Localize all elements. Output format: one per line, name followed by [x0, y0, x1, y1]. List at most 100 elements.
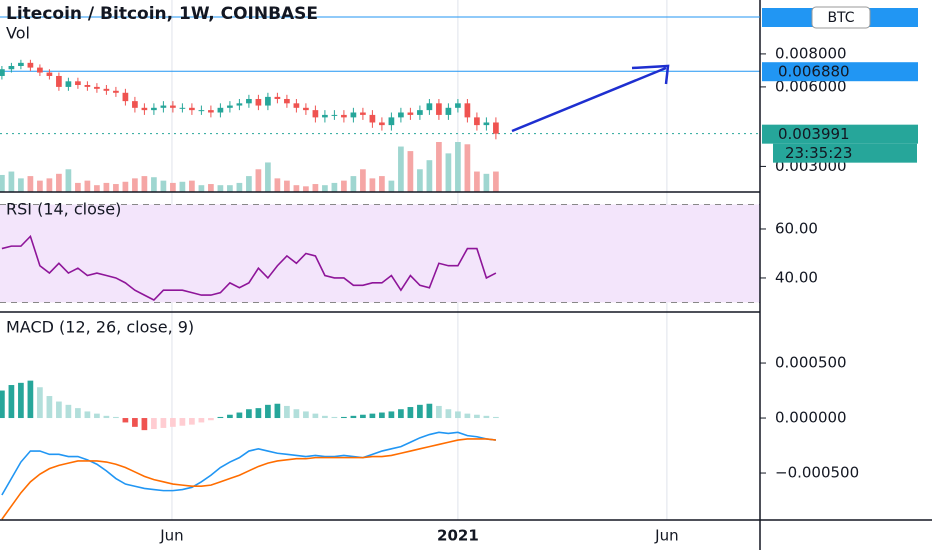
y-tick-label: 0.008000 — [775, 44, 847, 62]
candle-body — [398, 112, 404, 118]
candle-body — [46, 72, 53, 76]
volume-bar — [132, 178, 138, 192]
candle-body — [170, 105, 176, 108]
histogram-bar — [445, 409, 452, 419]
histogram-bar — [493, 416, 499, 419]
candle-body — [284, 98, 290, 104]
volume-bar — [208, 184, 214, 192]
chart-title: Litecoin / Bitcoin, 1W, COINBASE — [6, 4, 318, 24]
histogram-bar — [208, 418, 214, 421]
candle-body — [122, 92, 129, 102]
volume-bar — [189, 180, 195, 192]
volume-bar — [474, 171, 480, 192]
candle-body — [303, 107, 309, 111]
candle-body — [464, 103, 471, 118]
y-tick-label: −0.000500 — [775, 464, 859, 482]
volume-bar — [255, 169, 262, 192]
price-label-box — [762, 62, 918, 82]
histogram-bar — [179, 418, 186, 426]
histogram-bar — [189, 418, 195, 425]
rsi-band — [0, 204, 760, 303]
candle-body — [350, 112, 357, 118]
volume-bar — [426, 160, 433, 192]
candle-body — [360, 112, 366, 115]
histogram-bar — [331, 416, 338, 419]
volume-bar — [8, 171, 15, 192]
histogram-bar — [436, 405, 442, 419]
volume-bar — [350, 176, 357, 192]
volume-bar — [417, 169, 423, 192]
histogram-bar — [56, 401, 62, 419]
volume-bar — [341, 180, 347, 192]
volume-bar — [464, 144, 471, 192]
candle-body — [426, 103, 433, 111]
y-tick-label: 0.006000 — [775, 77, 847, 95]
candle-body — [75, 81, 81, 86]
volume-bar — [265, 162, 271, 192]
candle-body — [379, 122, 385, 126]
arrow-line — [511, 66, 667, 133]
histogram-bar — [246, 409, 252, 419]
volume-bar — [284, 180, 290, 192]
histogram-bar — [94, 413, 100, 419]
rsi-title: RSI (14, close) — [6, 200, 121, 219]
histogram-bar — [0, 390, 5, 419]
candle-body — [65, 81, 72, 87]
candle-body — [331, 114, 338, 116]
y-tick-label: 0.000500 — [775, 354, 847, 372]
x-tick-label: Jun — [654, 527, 678, 545]
candle-body — [341, 114, 347, 118]
volume-bar — [398, 146, 404, 192]
candle-body — [160, 105, 167, 108]
histogram-bar — [265, 404, 271, 419]
histogram-bar — [341, 416, 347, 419]
volume-bar — [65, 169, 72, 192]
histogram-bar — [18, 382, 24, 419]
candle-body — [436, 103, 442, 115]
histogram-bar — [284, 405, 290, 419]
candle-body — [132, 101, 138, 108]
histogram-bar — [132, 418, 138, 427]
candle-body — [179, 107, 186, 109]
volume-bar — [436, 142, 442, 192]
candle-body — [455, 103, 461, 108]
volume-bar — [170, 182, 176, 192]
candle-body — [246, 98, 252, 104]
histogram-bar — [398, 409, 404, 419]
candle-body — [0, 69, 5, 76]
histogram-bar — [369, 413, 376, 419]
histogram-bar — [65, 404, 72, 419]
histogram-bar — [141, 418, 148, 431]
volume-bar — [56, 173, 62, 192]
last-price-label: 0.003991 — [778, 125, 850, 143]
x-tick-label: 2021 — [437, 527, 479, 545]
candle-body — [388, 117, 395, 126]
histogram-bar — [379, 412, 385, 419]
candle-body — [84, 85, 91, 87]
volume-title: Vol — [6, 24, 30, 43]
volume-bar — [27, 176, 34, 192]
currency: BTC — [827, 10, 854, 26]
volume-bar — [179, 181, 186, 192]
arrow-head — [631, 64, 670, 85]
volume-bar — [198, 185, 205, 192]
volume-bar — [274, 178, 281, 192]
histogram-bar — [407, 407, 414, 419]
histogram-bar — [455, 411, 461, 419]
histogram-bar — [160, 418, 167, 428]
histogram-bar — [303, 411, 309, 419]
histogram-bar — [417, 404, 423, 419]
macd-line — [1, 438, 496, 520]
candle-body — [493, 122, 499, 134]
candle-body — [236, 103, 243, 106]
histogram-bar — [198, 418, 205, 423]
marks — [0, 59, 760, 520]
countdown-label: 23:35:23 — [785, 144, 852, 162]
candle-body — [227, 105, 233, 108]
volume-bar — [445, 153, 452, 192]
histogram-bar — [84, 411, 91, 419]
histogram-bar — [8, 385, 15, 419]
volume-bar — [303, 186, 309, 192]
histogram-bar — [236, 412, 243, 419]
volume-bar — [369, 178, 376, 192]
